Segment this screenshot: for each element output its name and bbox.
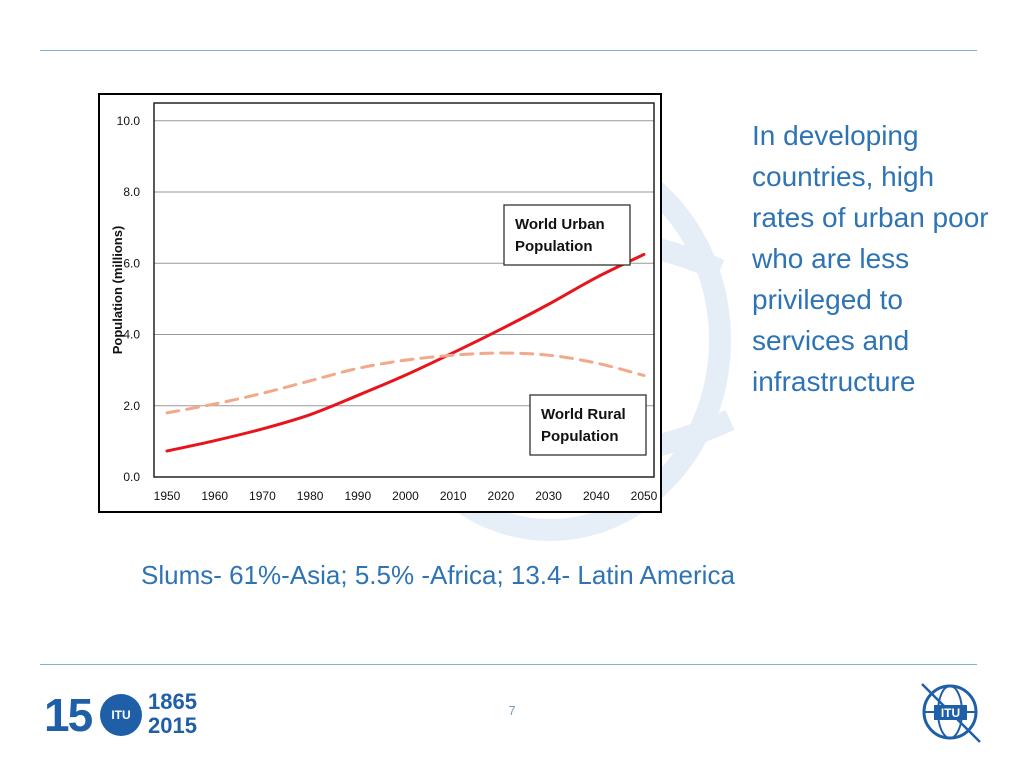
- itu-logo-text: ITU: [941, 706, 960, 720]
- x-tick-label: 2000: [392, 489, 419, 503]
- logo-years: 1865 2015: [148, 690, 197, 738]
- annotation-text: Population: [541, 428, 619, 445]
- rural-population-line: [165, 351, 646, 415]
- logo-circle-icon: ITU: [100, 694, 142, 736]
- logo-year-end: 2015: [148, 713, 197, 738]
- urban-population-line: [165, 252, 646, 453]
- y-axis-label: Population (millions): [110, 226, 125, 355]
- logo-number: 15: [44, 689, 93, 741]
- chart-svg: 0.0 2.0 4.0 6.0 8.0 10.0 1950 1960 1970 1980 1990 2…: [110, 102, 658, 503]
- slums-statistics: Slums- 61%-Asia; 5.5% -Africa; 13.4- Lat…: [141, 560, 735, 590]
- y-tick-label: 4.0: [123, 328, 140, 342]
- plot-area: [153, 102, 655, 478]
- page-number: 7: [508, 703, 516, 718]
- y-tick-label: 0.0: [123, 470, 140, 484]
- x-tick-label: 1980: [297, 489, 324, 503]
- chart-axes: 0.0 2.0 4.0 6.0 8.0 10.0 1950 1960 1970 1980 1990 2…: [110, 102, 658, 503]
- annotation-text: Population: [515, 238, 593, 255]
- x-tick-label: 1970: [249, 489, 276, 503]
- y-tick-label: 10.0: [117, 114, 141, 128]
- y-tick-label: 2.0: [123, 399, 140, 413]
- annotation-border: [503, 204, 631, 266]
- urban-annotation-box: World Urban Population: [503, 204, 631, 266]
- x-tick-label: 1990: [344, 489, 371, 503]
- y-tick-label: 6.0: [123, 256, 140, 270]
- bottom-divider: [40, 664, 977, 665]
- chart-annotations: World Urban Population World Rural Populati…: [503, 204, 647, 456]
- x-tick-label: 1960: [201, 489, 228, 503]
- x-tick-label: 2020: [488, 489, 515, 503]
- x-tick-label: 1950: [154, 489, 181, 503]
- logo-year-start: 1865: [148, 689, 197, 714]
- top-divider: [40, 50, 977, 51]
- population-chart: 0.0 2.0 4.0 6.0 8.0 10.0 1950 1960 1970 1980 1990 2…: [98, 93, 662, 513]
- annotation-text: World Urban: [515, 216, 605, 233]
- x-tick-label: 2010: [440, 489, 467, 503]
- itu-150-logo: 15 ITU 1865 2015: [44, 688, 204, 744]
- side-text: In developing countries, high rates of u…: [752, 120, 989, 397]
- x-tick-label: 2040: [583, 489, 610, 503]
- x-tick-label: 2050: [631, 489, 658, 503]
- x-tick-label: 2030: [535, 489, 562, 503]
- y-tick-label: 8.0: [123, 185, 140, 199]
- annotation-text: World Rural: [541, 406, 626, 423]
- chart-series: [165, 252, 646, 453]
- rural-annotation-box: World Rural Population: [529, 394, 647, 456]
- annotation-border: [529, 394, 647, 456]
- itu-globe-logo-icon: ITU: [921, 683, 981, 743]
